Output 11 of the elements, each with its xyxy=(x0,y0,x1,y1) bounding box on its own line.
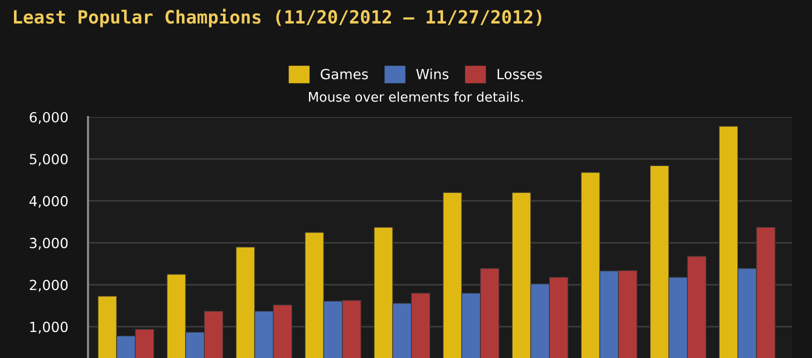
chart-subtitle: Mouse over elements for details. xyxy=(309,92,523,102)
legend-label: Losses xyxy=(498,69,542,80)
legend-label: Wins xyxy=(416,68,448,80)
y-tick-label: 2,000 xyxy=(30,280,68,292)
legend-label: Games xyxy=(320,68,368,80)
y-tick-label: 1,000 xyxy=(30,322,68,334)
y-tick-label: 5,000 xyxy=(30,154,68,166)
y-tick-label: 6,000 xyxy=(30,112,68,124)
y-tick-label: 3,000 xyxy=(30,238,68,250)
y-tick-label: 4,000 xyxy=(29,196,68,208)
chart-title: Least Popular Champions (11/20/2012 – 11/27/2012) xyxy=(14,8,542,28)
